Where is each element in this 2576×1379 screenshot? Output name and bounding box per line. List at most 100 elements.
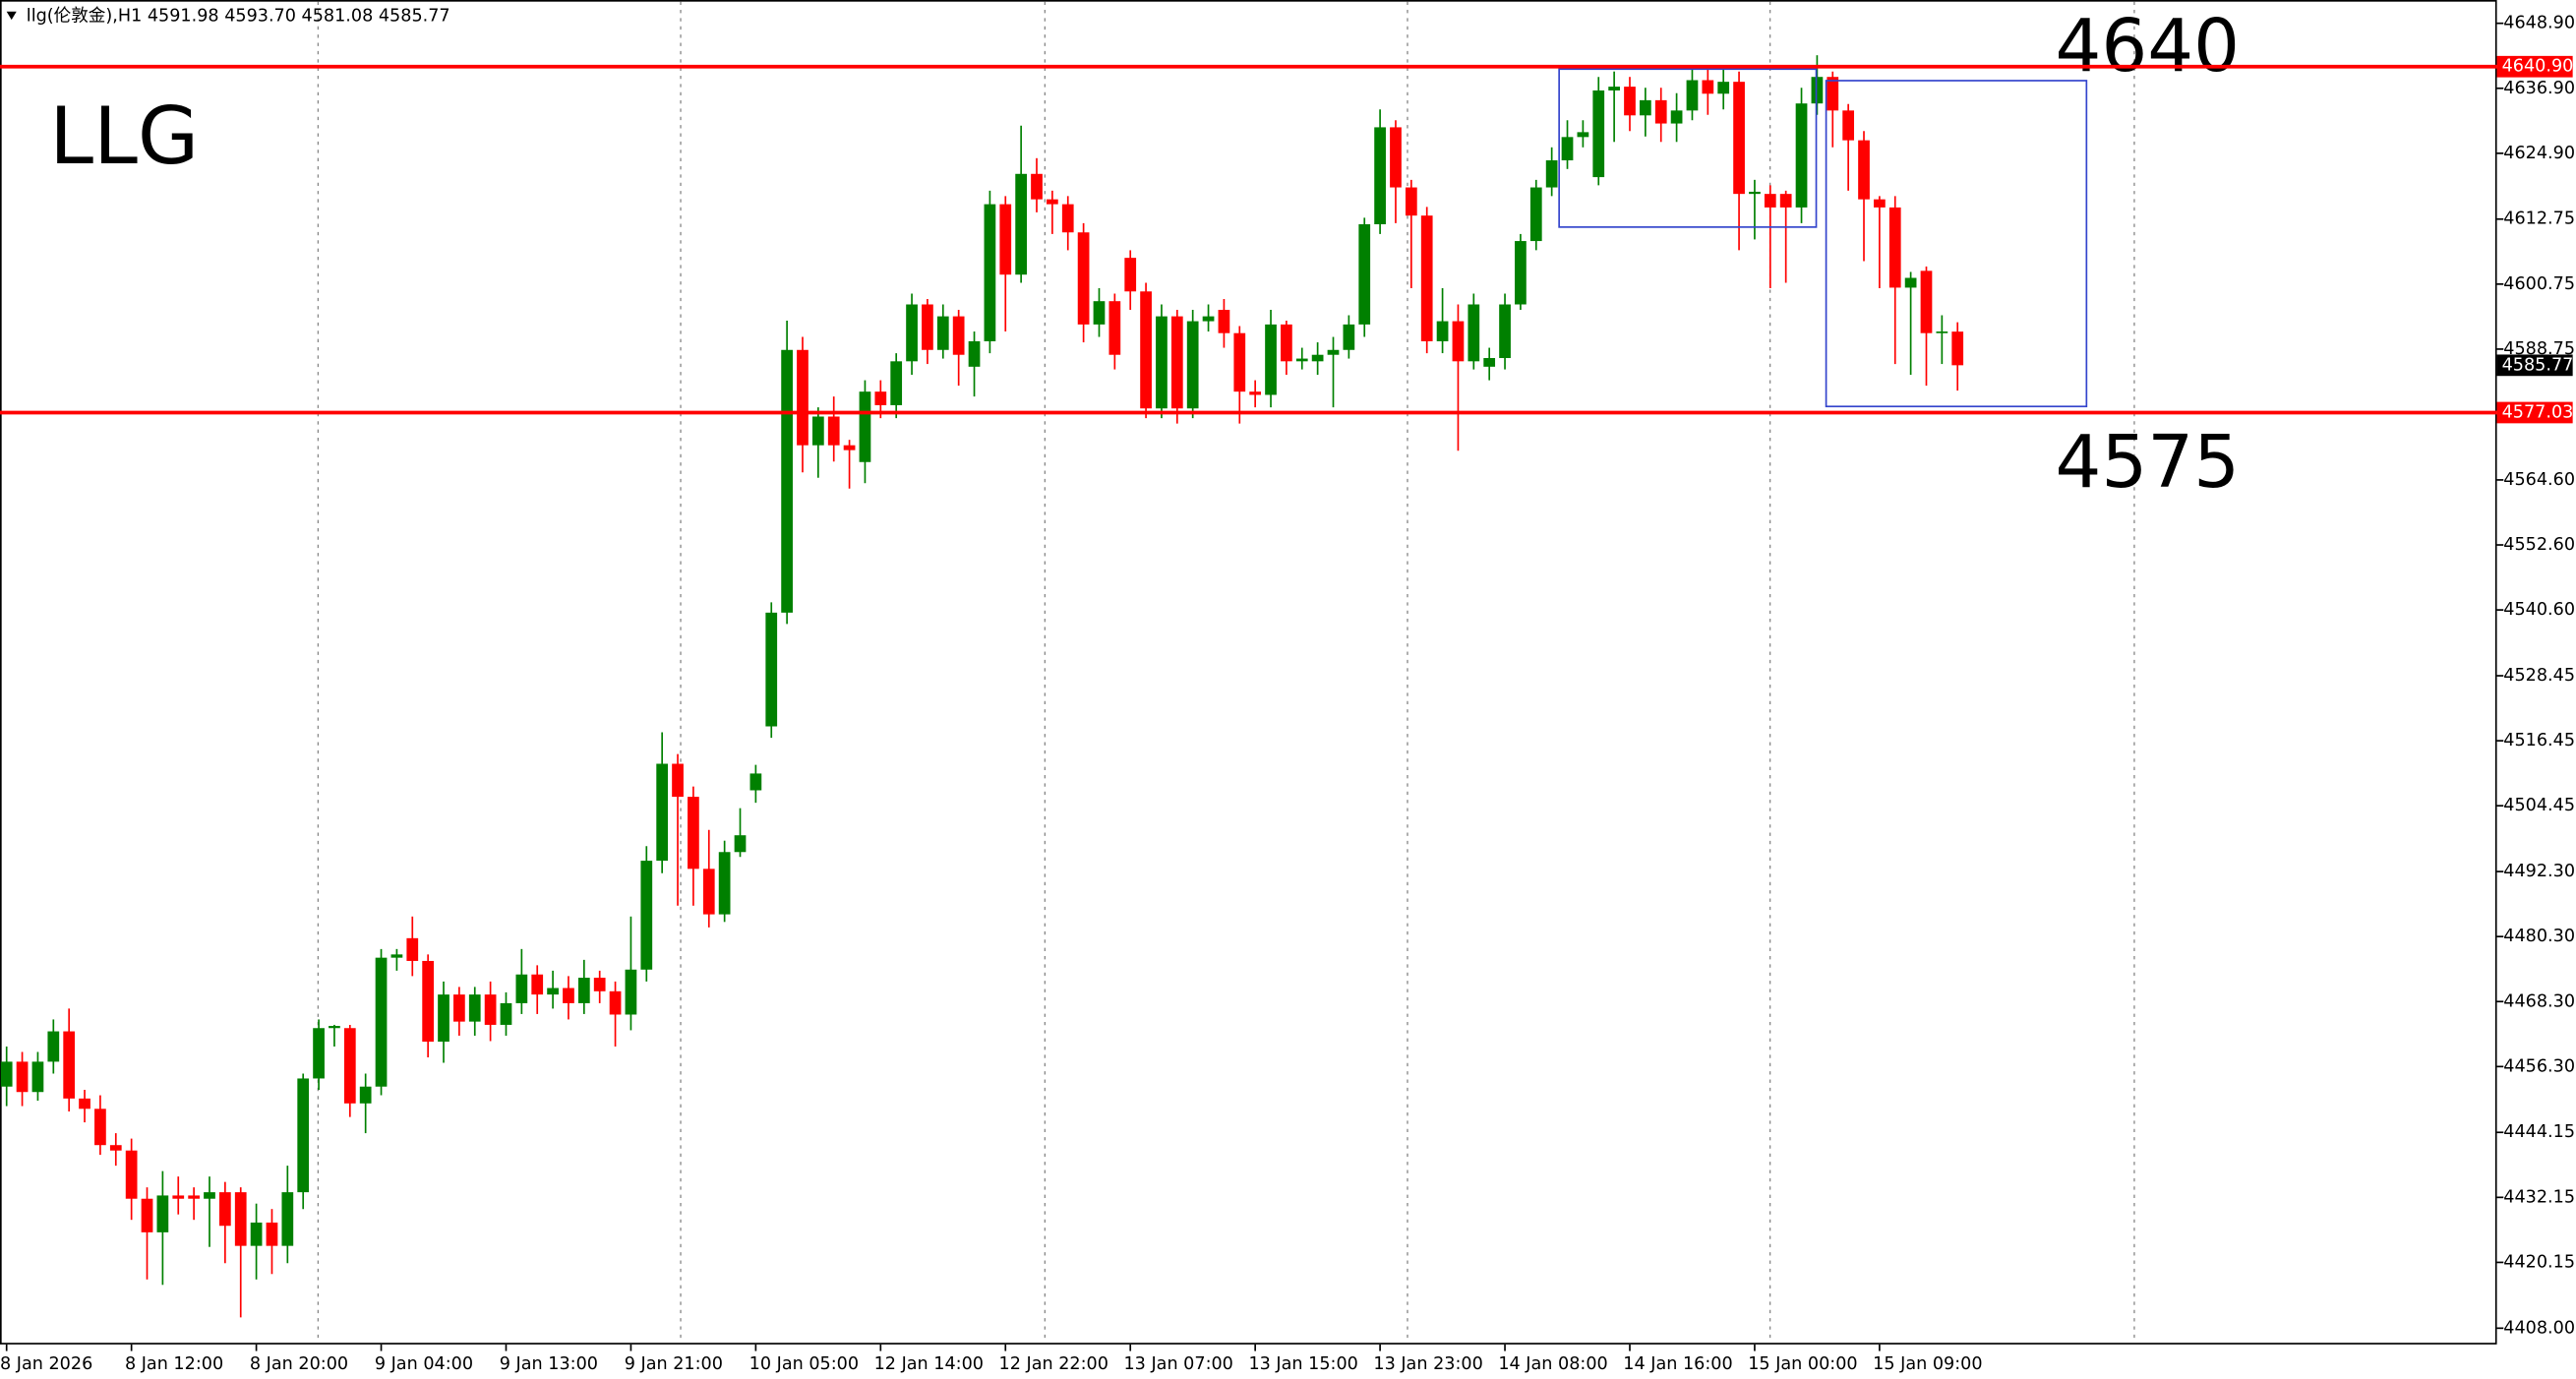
candle-body	[1031, 173, 1043, 200]
candle-body	[1764, 194, 1776, 208]
candle-body	[1358, 223, 1371, 325]
candle-body	[1779, 194, 1792, 208]
candle-body	[1186, 321, 1199, 409]
candle-body	[1920, 270, 1933, 333]
marks	[0, 55, 1964, 1318]
x-tick-label: 15 Jan 00:00	[1748, 1354, 1857, 1374]
annotation: 4640	[2056, 5, 2241, 89]
candle-body	[1654, 99, 1667, 124]
x-tick-label: 8 Jan 20:00	[250, 1354, 348, 1374]
candle-body	[172, 1195, 185, 1199]
candle-body	[468, 994, 481, 1022]
candle-body	[500, 1002, 512, 1025]
candle-body	[734, 835, 747, 853]
candle-body	[204, 1192, 215, 1199]
candle-body	[749, 773, 762, 791]
menu-arrow[interactable]	[6, 11, 17, 21]
candle-body	[390, 954, 403, 958]
candle-body	[297, 1078, 310, 1193]
candle-body	[1717, 82, 1730, 94]
candle-body	[1156, 316, 1168, 409]
candle-body	[531, 974, 544, 995]
candle-body	[218, 1192, 231, 1227]
y-tick-label: 4480.30	[2503, 927, 2575, 946]
y-tick-label: 4444.15	[2503, 1122, 2575, 1142]
candle-body	[765, 612, 778, 727]
y-tick-label: 4504.45	[2503, 796, 2575, 815]
candle-body	[1233, 332, 1246, 392]
candle-body	[922, 304, 933, 350]
annotation: LLG	[49, 90, 199, 182]
candle-body	[1686, 80, 1699, 111]
candle-body	[1827, 77, 1839, 111]
range-box	[1558, 68, 1818, 228]
candle-body	[718, 852, 731, 915]
candle-body	[1670, 110, 1683, 124]
y-tick-label: 4516.45	[2503, 731, 2575, 750]
candle-body	[702, 869, 715, 915]
candle-body	[577, 978, 590, 1003]
level-label: 4640.90	[2502, 57, 2574, 77]
candle-body	[811, 416, 824, 446]
candle-body	[672, 763, 684, 798]
candle-body	[1811, 77, 1824, 104]
candle-body	[1108, 301, 1121, 355]
candle-body	[94, 1109, 106, 1146]
candle-body	[1592, 90, 1605, 178]
y-tick-label: 4648.90	[2503, 14, 2575, 33]
x-tick-label: 15 Jan 09:00	[1873, 1354, 1982, 1374]
candle-body	[1624, 87, 1636, 116]
candle-body	[1842, 110, 1855, 141]
candle-body	[1015, 173, 1027, 275]
y-tick-label: 4600.75	[2503, 274, 2575, 294]
candle-body	[1858, 140, 1870, 200]
candle-body	[250, 1222, 263, 1246]
candle-body	[1420, 215, 1433, 341]
y-tick-label: 4492.30	[2503, 862, 2575, 881]
candle-body	[797, 349, 809, 446]
candle-body	[1170, 316, 1183, 409]
candle-body	[843, 445, 856, 450]
candle-body	[563, 988, 574, 1003]
candle-body	[1951, 331, 1964, 366]
candle-body	[1202, 316, 1215, 322]
candle-body	[609, 990, 622, 1015]
candle-body	[1577, 132, 1589, 138]
x-tick-label: 13 Jan 15:00	[1248, 1354, 1357, 1374]
candle-body	[1374, 127, 1386, 224]
candle-body	[968, 340, 981, 367]
x-tick-label: 9 Jan 21:00	[625, 1354, 723, 1374]
candle-body	[329, 1026, 340, 1029]
candle-body	[31, 1061, 44, 1093]
level-label-box	[2496, 55, 2573, 78]
y-tick-label: 4636.90	[2503, 79, 2575, 98]
x-tick-label: 10 Jan 05:00	[749, 1354, 859, 1374]
candle-body	[0, 1061, 13, 1087]
x-tick-label: 9 Jan 13:00	[500, 1354, 598, 1374]
candle-body	[827, 416, 840, 446]
candle-body	[359, 1086, 372, 1104]
candle-body	[1529, 187, 1542, 242]
y-tick-label: 4540.60	[2503, 600, 2575, 620]
candle-body	[640, 861, 653, 970]
candle-body	[1483, 358, 1496, 367]
candle-body	[79, 1098, 90, 1109]
candle-body	[234, 1192, 247, 1246]
candle-body	[781, 349, 793, 613]
candle-body	[16, 1061, 29, 1093]
candle-body	[1140, 291, 1152, 409]
candle-body	[656, 763, 669, 862]
candle-body	[625, 969, 637, 1015]
candle-body	[63, 1031, 76, 1099]
candle-body	[1468, 304, 1480, 362]
candle-body	[1452, 321, 1465, 362]
last-price-box	[2496, 354, 2573, 377]
candle-body	[1608, 87, 1620, 90]
candle-body	[1061, 204, 1074, 233]
candle-body	[999, 204, 1012, 275]
candle-body	[438, 994, 449, 1043]
candle-body	[1047, 199, 1058, 205]
candle-body	[1515, 241, 1527, 305]
y-tick-label: 4612.75	[2503, 210, 2575, 229]
